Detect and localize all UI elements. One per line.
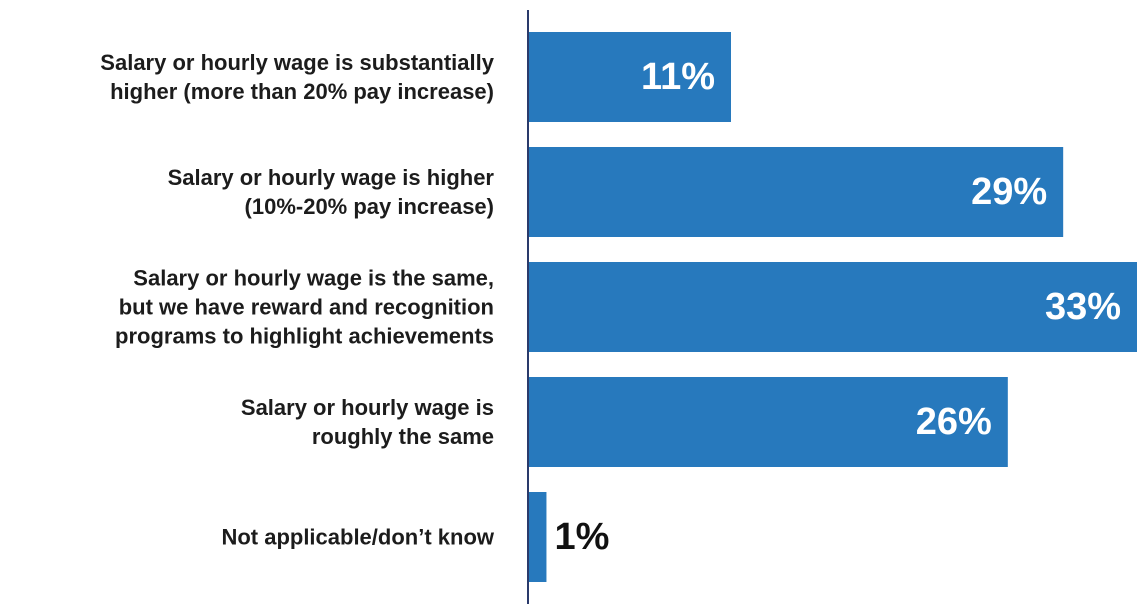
category-label-5-line-1: Not applicable/don’t know [221, 525, 494, 550]
category-label-5: Not applicable/don’t know [221, 525, 494, 550]
bar-2 [528, 147, 1064, 237]
bar-1 [528, 32, 731, 122]
category-label-2: Salary or hourly wage is higher (10%-20% … [168, 165, 495, 219]
bars-group [528, 32, 1137, 582]
category-label-3-line-3: programs to highlight achievements [115, 324, 494, 349]
category-label-2-line-2: (10%-20% pay increase) [245, 194, 494, 219]
category-label-3-line-1: Salary or hourly wage is the same, [133, 266, 494, 291]
value-labels-group: 11% 29% 33% 26% 1% [554, 56, 1121, 558]
category-label-1: Salary or hourly wage is substantially hi… [100, 50, 494, 104]
category-label-2-line-1: Salary or hourly wage is higher [168, 165, 495, 190]
category-label-1-line-1: Salary or hourly wage is substantially [100, 50, 494, 75]
value-label-2: 29% [971, 171, 1047, 213]
category-label-3: Salary or hourly wage is the same, but we… [115, 266, 494, 349]
category-label-4-line-1: Salary or hourly wage is [241, 395, 494, 420]
value-label-3: 33% [1045, 286, 1121, 328]
value-label-4: 26% [916, 401, 992, 443]
value-label-5: 1% [554, 516, 609, 558]
category-label-4-line-2: roughly the same [312, 424, 494, 449]
category-labels-group: Salary or hourly wage is substantially hi… [100, 50, 495, 550]
bar-3 [528, 262, 1137, 352]
bar-4 [528, 377, 1008, 467]
bar-5 [528, 492, 547, 582]
category-label-4: Salary or hourly wage is roughly the same [241, 395, 494, 449]
category-label-1-line-2: higher (more than 20% pay increase) [110, 79, 494, 104]
value-label-1: 11% [641, 56, 715, 98]
category-label-3-line-2: but we have reward and recognition [119, 295, 494, 320]
